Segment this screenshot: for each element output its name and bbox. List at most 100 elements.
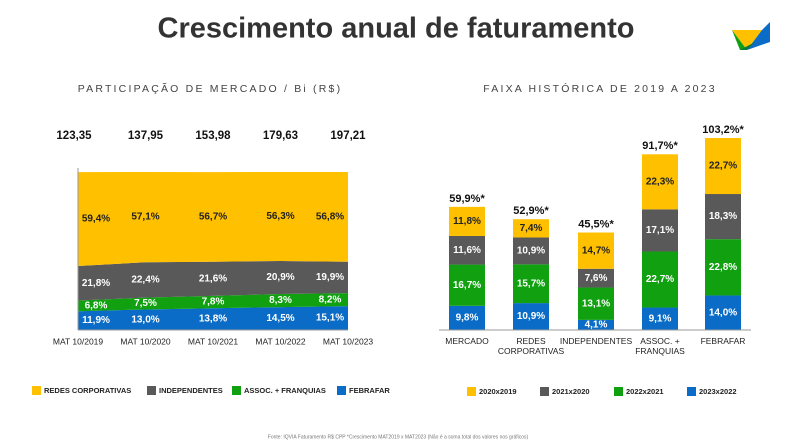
value-label: 17,1%: [646, 225, 674, 236]
bar: [449, 235, 485, 265]
value-label: 15,1%: [316, 313, 344, 324]
bar: [705, 239, 741, 296]
total-label: 197,21: [330, 130, 366, 142]
legend-swatch: [232, 386, 241, 395]
x-tick-label: INDEPENDENTES: [559, 336, 633, 346]
footer: Fonte: IQVIA Faturamento R$ CPP *Crescim…: [268, 434, 529, 440]
value-label: 11,9%: [82, 315, 110, 326]
bar: [578, 287, 614, 320]
bar: [513, 237, 549, 265]
bar: [449, 206, 485, 236]
value-label: 9,8%: [456, 313, 479, 324]
legend-swatch: [337, 386, 346, 395]
value-label: 18,3%: [709, 211, 737, 222]
bar: [705, 295, 741, 330]
value-label: 14,5%: [266, 313, 294, 324]
x-tick-label: MERCADO: [445, 336, 489, 346]
value-label: 22,7%: [646, 274, 674, 285]
bar: [513, 219, 549, 238]
value-label: 21,8%: [82, 278, 110, 289]
bar: [642, 209, 678, 252]
value-label: 13,8%: [199, 314, 227, 325]
value-label: 59,4%: [82, 214, 110, 225]
x-tick-label: MAT 10/2019: [53, 336, 104, 346]
legend-label: FEBRAFAR: [349, 386, 390, 395]
chart-title: PARTICIPAÇÃO DE MERCADO / Bi (R$): [78, 82, 343, 95]
bar: [642, 251, 678, 308]
legend-swatch: [147, 386, 156, 395]
value-label: 13,0%: [131, 314, 159, 325]
total-label: 123,35: [56, 130, 92, 142]
value-label: 7,5%: [134, 298, 157, 309]
x-tick-label: REDES CORPORATIVAS: [497, 336, 565, 356]
value-label: 11,6%: [453, 245, 481, 256]
legend-label: 2022x2021: [626, 387, 664, 396]
x-tick-label: MAT 10/2022: [255, 336, 306, 346]
value-label: 10,9%: [517, 311, 545, 322]
total-label: 179,63: [263, 130, 298, 142]
x-tick-label: ASSOC. + FRANQUIAS: [635, 336, 685, 356]
value-label: 22,7%: [709, 161, 737, 172]
x-tick-label: MAT 10/2020: [120, 336, 171, 346]
legend-label: INDEPENDENTES: [159, 386, 223, 395]
legend-label: 2023x2022: [699, 387, 737, 396]
value-label: 8,2%: [319, 294, 342, 305]
bar: [578, 268, 614, 288]
legend-swatch: [687, 387, 696, 396]
value-label: 57,1%: [131, 212, 159, 223]
value-label: 7,4%: [520, 223, 543, 234]
total-label: 59,9%*: [449, 193, 485, 205]
legend-label: 2021x2020: [552, 387, 590, 396]
legend-swatch: [32, 386, 41, 395]
total-label: 52,9%*: [513, 205, 549, 217]
x-tick-label: FEBRAFAR: [700, 336, 746, 346]
bar: [642, 307, 678, 330]
total-label: 45,5%*: [578, 218, 614, 230]
value-label: 15,7%: [517, 278, 545, 289]
area: [78, 306, 348, 330]
bar: [578, 319, 614, 330]
value-label: 7,8%: [202, 297, 225, 308]
bar: [705, 138, 741, 195]
value-label: 6,8%: [85, 300, 108, 311]
value-label: 8,3%: [269, 295, 292, 306]
value-label: 20,9%: [266, 272, 294, 283]
chart-title: FAIXA HISTÓRICA DE 2019 A 2023: [483, 82, 717, 95]
value-label: 14,0%: [709, 307, 737, 318]
legend-swatch: [540, 387, 549, 396]
value-label: 56,7%: [199, 212, 227, 223]
total-label: 137,95: [128, 130, 164, 142]
value-label: 16,7%: [453, 280, 481, 291]
value-label: 21,6%: [199, 273, 227, 284]
area: [78, 293, 348, 312]
bar: [578, 232, 614, 269]
area: [78, 172, 348, 267]
bar: [705, 194, 741, 240]
total-label: 153,98: [195, 130, 231, 142]
legend-label: 2020x2019: [479, 387, 517, 396]
x-tick-label: MAT 10/2021: [188, 336, 239, 346]
bar: [642, 154, 678, 210]
value-label: 14,7%: [582, 245, 610, 256]
value-label: 9,1%: [649, 313, 672, 324]
value-label: 4,1%: [585, 320, 608, 331]
bar: [449, 264, 485, 306]
value-label: 56,8%: [316, 212, 344, 223]
value-label: 19,9%: [316, 272, 344, 283]
total-label: 91,7%*: [642, 140, 678, 152]
value-label: 11,8%: [453, 216, 481, 227]
value-label: 56,3%: [266, 211, 294, 222]
legend-swatch: [467, 387, 476, 396]
value-label: 22,4%: [131, 275, 159, 286]
value-label: 13,1%: [582, 298, 610, 309]
x-tick-label: MAT 10/2023: [323, 336, 374, 346]
total-label: 103,2%*: [702, 124, 744, 136]
logo: [732, 22, 770, 50]
legend-label: REDES CORPORATIVAS: [44, 386, 131, 395]
value-label: 22,3%: [646, 176, 674, 187]
value-label: 10,9%: [517, 246, 545, 257]
bar: [449, 305, 485, 330]
bar: [513, 303, 549, 330]
